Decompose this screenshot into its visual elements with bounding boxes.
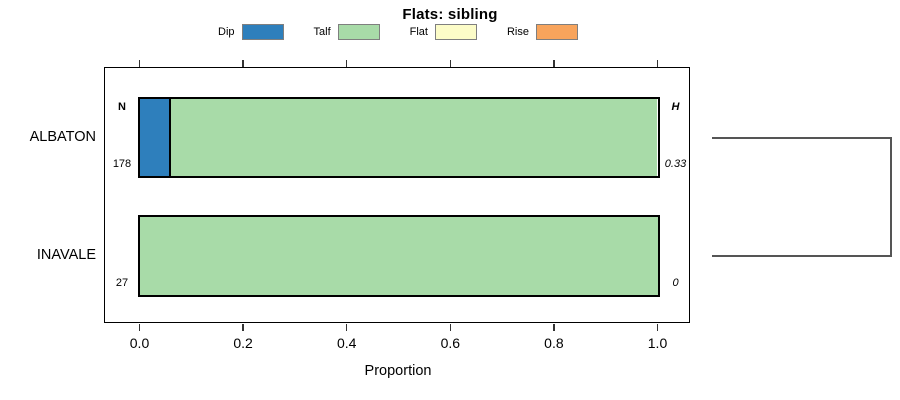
legend-item-dip: Dip: [218, 24, 284, 40]
legend-swatch: [337, 24, 380, 40]
x-tick-label: 0.2: [233, 335, 253, 351]
legend-swatch: [434, 24, 477, 40]
bar-inavale: [137, 215, 660, 297]
n-value: 27: [115, 277, 129, 289]
x-tick-bottom: [656, 324, 659, 331]
x-tick-top: [656, 60, 659, 67]
legend-label: Dip: [218, 26, 235, 38]
bar-segment-talf: [139, 217, 658, 295]
legend-label: Rise: [506, 26, 529, 38]
x-tick-label: 0.8: [544, 335, 564, 351]
bracket-line-vertical: [890, 136, 892, 257]
bar-segment-talf: [170, 99, 658, 176]
bar-albaton: [137, 97, 660, 178]
legend-item-talf: Talf: [314, 24, 380, 40]
bar-segment-dip: [139, 99, 171, 176]
x-tick-label: 0.6: [440, 335, 461, 351]
category-label-inavale: INAVALE: [36, 247, 96, 263]
legend-label: Flat: [409, 26, 428, 38]
x-tick-bottom: [138, 324, 141, 331]
x-tick-bottom: [553, 324, 555, 331]
legend: Dip Talf Flat Rise: [218, 24, 578, 40]
x-tick-bottom: [449, 324, 452, 331]
x-tick-top: [138, 60, 141, 67]
x-tick-top: [345, 60, 348, 67]
chart-title: Flats: sibling: [402, 6, 498, 23]
h-header: H: [671, 101, 680, 113]
legend-item-rise: Rise: [507, 24, 578, 40]
n-value: 178: [112, 158, 132, 170]
legend-item-flat: Flat: [410, 24, 477, 40]
x-tick-top: [553, 60, 555, 67]
x-tick-bottom: [345, 324, 348, 331]
bracket-line-top: [712, 136, 892, 139]
legend-label: Talf: [313, 26, 331, 38]
legend-swatch: [241, 24, 284, 40]
legend-swatch: [536, 24, 578, 40]
bracket-line-bottom: [712, 255, 892, 257]
x-tick-top: [449, 60, 452, 67]
x-axis-title: Proportion: [364, 363, 432, 379]
x-tick-label: 0.0: [129, 335, 150, 351]
x-tick-label: 1.0: [647, 335, 668, 351]
h-value: 0: [672, 277, 679, 289]
x-tick-label: 0.4: [336, 335, 357, 351]
x-tick-top: [242, 60, 244, 67]
x-tick-bottom: [242, 324, 244, 331]
h-value: 0.33: [664, 158, 687, 170]
category-label-albaton: ALBATON: [29, 128, 96, 145]
n-header: N: [118, 101, 126, 113]
